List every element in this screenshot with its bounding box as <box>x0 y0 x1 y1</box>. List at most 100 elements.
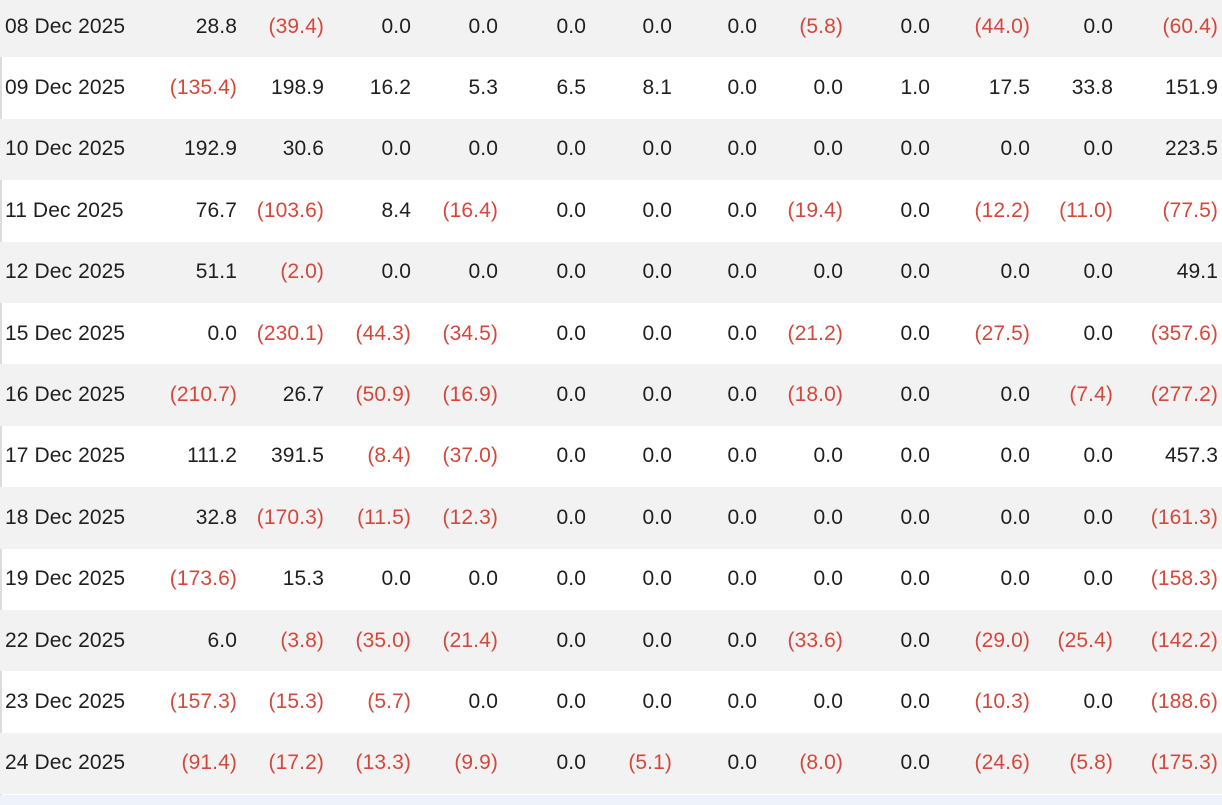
date-cell: 11 Dec 2025 <box>5 198 124 222</box>
value-cell: (12.2) <box>974 198 1030 222</box>
value-cell: 32.8 <box>195 505 237 529</box>
value-cell: 30.6 <box>282 137 324 161</box>
value-cell: (21.2) <box>787 321 843 345</box>
value-cell: (175.3) <box>1150 751 1218 775</box>
value-cell: 457.3 <box>1164 444 1218 468</box>
value-cell: (29.0) <box>974 628 1030 652</box>
value-cell: 0.0 <box>642 505 672 529</box>
date-cell: 15 Dec 2025 <box>5 321 126 345</box>
value-cell: 0.0 <box>1000 567 1030 591</box>
value-cell: 0.0 <box>727 751 757 775</box>
value-cell: 0.0 <box>556 567 586 591</box>
table-row[interactable]: 19 Dec 2025 (173.6) 15.3 0.0 0.0 0.0 0.0 0.0 0.0… <box>0 549 1222 610</box>
value-cell: 0.0 <box>556 198 586 222</box>
value-cell: 0.0 <box>813 444 843 468</box>
value-cell: 0.0 <box>727 505 757 529</box>
value-cell: (173.6) <box>169 567 237 591</box>
value-cell: 16.2 <box>369 76 411 100</box>
value-cell: (161.3) <box>1150 505 1218 529</box>
value-cell: 0.0 <box>900 14 930 38</box>
value-cell: (210.7) <box>169 383 237 407</box>
table-row[interactable]: 23 Dec 2025 (157.3) (15.3) (5.7) 0.0 0.0 0.0 0.… <box>0 671 1222 732</box>
value-cell: 51.1 <box>195 260 237 284</box>
value-cell: 0.0 <box>556 14 586 38</box>
date-cell: 23 Dec 2025 <box>5 689 126 713</box>
value-cell: (8.0) <box>799 751 843 775</box>
value-cell: 49.1 <box>1176 260 1218 284</box>
value-cell: 0.0 <box>1000 505 1030 529</box>
value-cell: (8.4) <box>367 444 411 468</box>
value-cell: 0.0 <box>642 260 672 284</box>
value-cell: 6.0 <box>207 628 237 652</box>
value-cell: 0.0 <box>381 14 411 38</box>
value-cell: (135.4) <box>169 76 237 100</box>
value-cell: 0.0 <box>900 198 930 222</box>
table-row[interactable]: 12 Dec 2025 51.1 (2.0) 0.0 0.0 0.0 0.0 0.0 0.0 0.… <box>0 241 1222 303</box>
value-cell: 0.0 <box>556 383 586 407</box>
value-cell: 0.0 <box>556 321 586 345</box>
value-cell: (277.2) <box>1150 383 1218 407</box>
date-cell: 19 Dec 2025 <box>5 567 126 591</box>
value-cell: (60.4) <box>1162 14 1218 38</box>
value-cell: (230.1) <box>256 321 324 345</box>
value-cell: 0.0 <box>642 444 672 468</box>
table-row[interactable]: 09 Dec 2025 (135.4) 198.9 16.2 5.3 6.5 8.1 0.0 0… <box>0 57 1222 118</box>
value-cell: 0.0 <box>727 567 757 591</box>
value-cell: 0.0 <box>727 383 757 407</box>
value-cell: (170.3) <box>256 505 324 529</box>
value-cell: 0.0 <box>381 137 411 161</box>
value-cell: 26.7 <box>282 383 324 407</box>
value-cell: (103.6) <box>256 198 324 222</box>
value-cell: 0.0 <box>727 198 757 222</box>
value-cell: (9.9) <box>454 751 498 775</box>
value-cell: (50.9) <box>355 383 411 407</box>
value-cell: 0.0 <box>642 137 672 161</box>
value-cell: (11.0) <box>1059 198 1113 222</box>
value-cell: (157.3) <box>169 689 237 713</box>
value-cell: 0.0 <box>1000 383 1030 407</box>
value-cell: 0.0 <box>556 689 586 713</box>
value-cell: 0.0 <box>900 137 930 161</box>
value-cell: 33.8 <box>1071 76 1113 100</box>
value-cell: 0.0 <box>381 567 411 591</box>
value-cell: (44.3) <box>355 321 411 345</box>
value-cell: 0.0 <box>556 628 586 652</box>
table-row[interactable]: 18 Dec 2025 32.8 (170.3) (11.5) (12.3) 0.0 0.0… <box>0 487 1222 549</box>
value-cell: (25.4) <box>1057 628 1113 652</box>
value-cell: 0.0 <box>381 260 411 284</box>
value-cell: 0.0 <box>727 260 757 284</box>
value-cell: (5.1) <box>628 751 672 775</box>
value-cell: (33.6) <box>787 628 843 652</box>
value-cell: 0.0 <box>556 444 586 468</box>
value-cell: 28.8 <box>195 14 237 38</box>
table-row[interactable]: 10 Dec 2025 192.9 30.6 0.0 0.0 0.0 0.0 0.0 0.0 0.… <box>0 118 1222 181</box>
value-cell: 0.0 <box>900 260 930 284</box>
value-cell: (142.2) <box>1150 628 1218 652</box>
value-cell: (18.0) <box>787 383 843 407</box>
table-row[interactable]: 16 Dec 2025 (210.7) 26.7 (50.9) (16.9) 0.0 0.0… <box>0 364 1222 426</box>
table-row[interactable]: 11 Dec 2025 76.7 (103.6) 8.4 (16.4) 0.0 0.0 0.0… <box>0 180 1222 241</box>
value-cell: 0.0 <box>900 321 930 345</box>
value-cell: (21.4) <box>442 628 498 652</box>
value-cell: (27.5) <box>974 321 1030 345</box>
table-row[interactable]: 24 Dec 2025 (91.4) (17.2) (13.3) (9.9) 0.0 (5.… <box>0 732 1222 795</box>
value-cell: 0.0 <box>727 137 757 161</box>
date-cell: 24 Dec 2025 <box>5 751 126 775</box>
table-row[interactable]: 17 Dec 2025 111.2 391.5 (8.4) (37.0) 0.0 0.0 0.… <box>0 426 1222 487</box>
value-cell: (13.3) <box>355 751 411 775</box>
date-cell: 16 Dec 2025 <box>5 383 126 407</box>
value-cell: 0.0 <box>468 14 498 38</box>
value-cell: 0.0 <box>556 137 586 161</box>
table-row[interactable]: 15 Dec 2025 0.0 (230.1) (44.3) (34.5) 0.0 0.0 0… <box>0 303 1222 364</box>
value-cell: 0.0 <box>642 383 672 407</box>
value-cell: 0.0 <box>900 567 930 591</box>
table-row[interactable]: 08 Dec 2025 28.8 (39.4) 0.0 0.0 0.0 0.0 0.0 (5.8… <box>0 0 1222 58</box>
value-cell: 0.0 <box>468 689 498 713</box>
value-cell: 0.0 <box>1083 689 1113 713</box>
value-cell: 0.0 <box>813 260 843 284</box>
table-row[interactable]: 22 Dec 2025 6.0 (3.8) (35.0) (21.4) 0.0 0.0 0.0… <box>0 609 1222 672</box>
value-cell: 8.4 <box>381 198 411 222</box>
value-cell: 0.0 <box>813 689 843 713</box>
value-cell: (11.5) <box>357 505 411 529</box>
value-cell: 0.0 <box>727 689 757 713</box>
